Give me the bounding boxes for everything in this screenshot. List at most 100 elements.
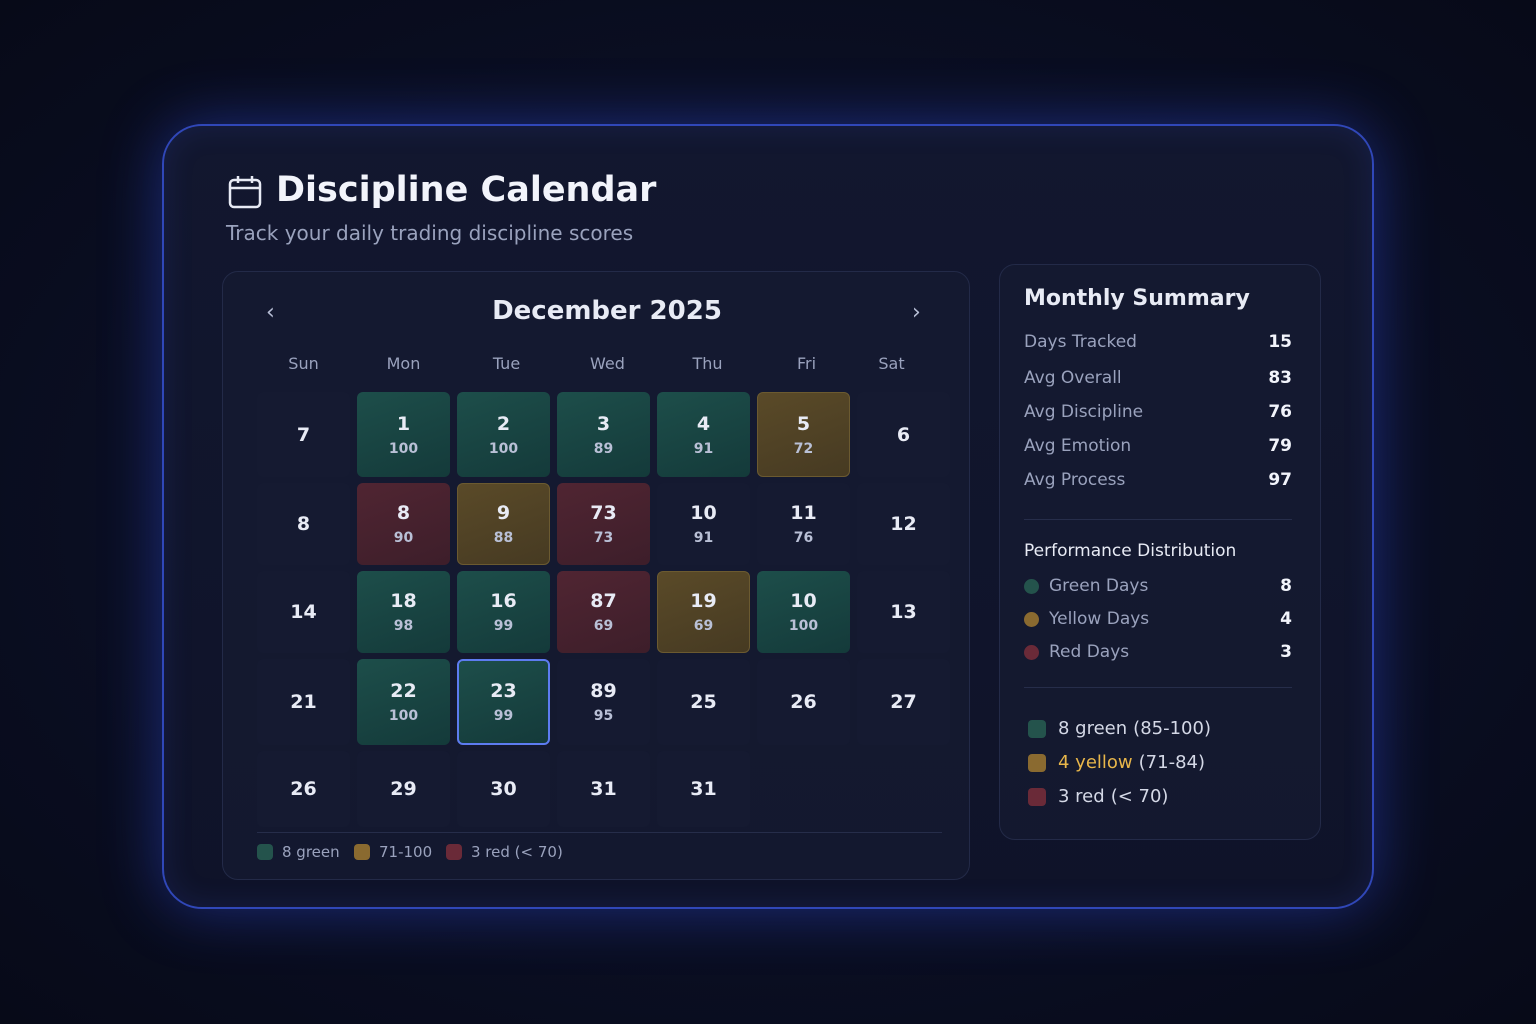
day-score: 99 [493,708,514,724]
day-cell[interactable]: 7 [257,392,350,477]
day-score: 89 [593,440,614,457]
day-cell[interactable]: 9 88 [457,483,550,565]
legend-highlight: 8 green [1058,718,1128,739]
day-cell[interactable]: 12 [857,483,950,565]
day-cell[interactable]: 26 [257,751,350,827]
day-number: 10 [790,590,817,612]
day-number: 18 [390,590,417,612]
legend-swatch [446,844,462,860]
stat-row: Avg Discipline 76 [1024,402,1292,422]
stat-label: Days Tracked [1024,332,1137,352]
day-cell[interactable]: 3 89 [557,392,650,477]
distribution-dot [1024,611,1039,627]
day-cell[interactable]: 23 99 [457,659,550,745]
day-score: 95 [593,708,614,724]
day-score: 99 [493,618,514,634]
prev-month[interactable]: ‹ [266,300,275,325]
day-cell[interactable]: 10 100 [757,571,850,653]
distribution-label: Yellow Days [1024,609,1149,629]
stat-value: 15 [1268,332,1292,352]
day-number: 8 [396,502,411,524]
day-cell[interactable]: 87 69 [557,571,650,653]
distribution-text: Yellow Days [1049,609,1150,629]
day-number: 2 [496,412,511,435]
day-cell[interactable]: 5 72 [757,392,850,477]
day-number: 25 [690,691,717,713]
distribution-dot [1024,644,1039,660]
day-number: 14 [290,601,317,623]
day-cell[interactable]: 10 91 [657,483,750,565]
day-score: 100 [388,708,419,724]
day-score: 73 [593,530,614,546]
day-score: 98 [393,618,414,634]
day-score: 72 [793,440,814,457]
day-cell[interactable]: 26 [757,659,850,745]
legend-swatch [257,844,273,860]
day-number: 22 [390,680,417,702]
day-score: 76 [793,530,814,546]
month-label: December 2025 [492,296,722,326]
day-cell[interactable]: 31 [657,751,750,827]
day-cell[interactable]: 21 [257,659,350,745]
day-number: 13 [890,601,917,623]
day-cell[interactable]: 6 [857,392,950,477]
weekday: Fri [796,354,817,373]
day-cell[interactable]: 30 [457,751,550,827]
day-cell[interactable]: 19 69 [657,571,750,653]
divider [1024,687,1292,688]
day-cell[interactable]: 13 [857,571,950,653]
day-cell[interactable]: 8 [257,483,350,565]
distribution-value: 3 [1280,642,1292,662]
legend-label: 3 red (< 70) [471,843,563,861]
next-month[interactable]: › [912,300,921,325]
day-number: 8 [296,513,311,535]
stat-value: 79 [1268,436,1292,456]
weekday: Thu [692,354,723,373]
day-score: 69 [593,618,614,634]
distribution-title: Performance Distribution [1024,541,1237,561]
day-cell[interactable]: 11 76 [757,483,850,565]
day-cell[interactable]: 2 100 [457,392,550,477]
day-cell[interactable]: 73 73 [557,483,650,565]
legend-swatch [354,844,370,860]
stat-label: Avg Emotion [1024,436,1132,456]
summary-legend-item: 3 red (< 70) [1028,786,1168,807]
day-cell[interactable]: 16 99 [457,571,550,653]
day-number: 73 [590,502,617,524]
day-cell[interactable]: 22 100 [357,659,450,745]
day-score: 88 [493,530,514,546]
day-cell[interactable]: 89 95 [557,659,650,745]
day-number: 23 [490,680,517,702]
day-cell[interactable]: 8 90 [357,483,450,565]
day-cell[interactable]: 27 [857,659,950,745]
stat-row: Days Tracked 15 [1024,332,1292,352]
day-number: 9 [496,502,511,524]
day-score: 69 [693,618,714,634]
legend-highlight: 4 yellow [1058,752,1133,773]
day-cell[interactable]: 4 91 [657,392,750,477]
distribution-label: Red Days [1024,642,1129,662]
distribution-value: 8 [1280,576,1292,596]
legend-item: 3 red (< 70) [446,843,563,861]
stat-value: 97 [1268,470,1292,490]
weekday: Sat [878,354,905,373]
day-cell[interactable]: 18 98 [357,571,450,653]
day-cell[interactable]: 29 [357,751,450,827]
distribution-dot [1024,578,1039,594]
stat-row: Avg Overall 83 [1024,368,1292,388]
day-cell[interactable]: 14 [257,571,350,653]
day-score: 100 [388,440,419,457]
subtitle: Track your daily trading discipline scor… [226,221,634,245]
day-cell[interactable]: 1 100 [357,392,450,477]
weekday: Wed [590,354,625,373]
legend-swatch [1028,753,1046,772]
title: Discipline Calendar [276,170,657,210]
summary-legend-item: 4 yellow (71-84) [1028,752,1205,773]
day-number: 29 [390,778,417,800]
summary-panel [999,264,1321,840]
divider [257,832,942,833]
stat-label: Avg Process [1024,470,1126,490]
day-cell[interactable]: 31 [557,751,650,827]
day-number: 10 [690,502,717,524]
day-cell[interactable]: 25 [657,659,750,745]
